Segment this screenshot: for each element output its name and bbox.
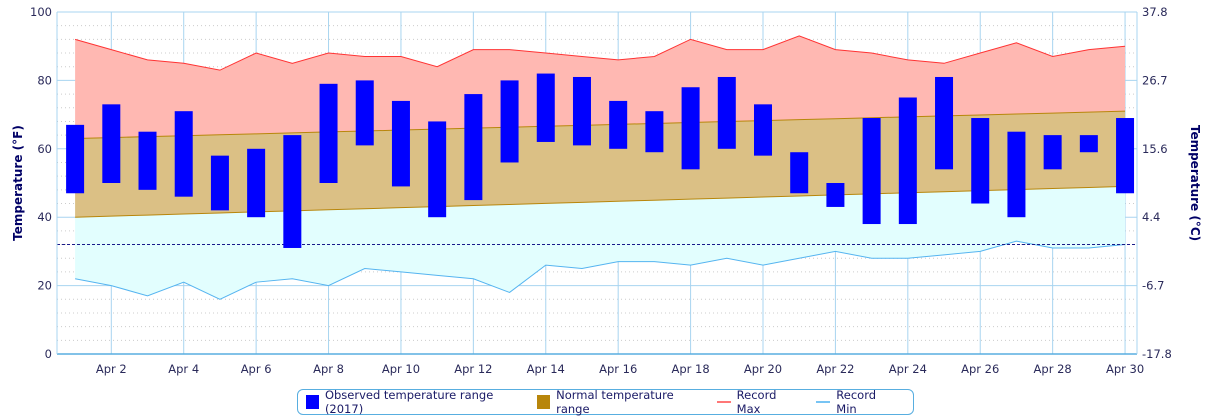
legend-item-record-min[interactable]: Record Min [816, 388, 895, 416]
legend-label: Record Min [836, 388, 877, 416]
observed-bar [898, 97, 917, 225]
legend-item-record-max[interactable]: Record Max [716, 388, 799, 416]
observed-bar [1116, 118, 1135, 194]
observed-bar [1043, 135, 1062, 170]
legend: Observed temperature range (2017) Normal… [297, 388, 914, 416]
legend-item-observed[interactable]: Observed temperature range (2017) [306, 388, 519, 416]
observed-bar [1007, 131, 1026, 218]
observed-bar [355, 80, 374, 146]
record-min-line [75, 240, 1126, 300]
x-tick-label: Apr 20 [744, 362, 782, 376]
x-tick-label: Apr 24 [889, 362, 927, 376]
observed-bar [210, 155, 229, 211]
record-max-area [75, 35, 1126, 139]
observed-bar [391, 100, 410, 187]
observed-bar [464, 94, 483, 201]
observed-bar [645, 111, 664, 153]
legend-item-normal[interactable]: Normal temperature range [537, 388, 699, 416]
observed-bar [428, 121, 447, 218]
y-tick-left: 100 [30, 5, 52, 19]
y-axis-title-right: Temperature (°C) [1188, 125, 1202, 241]
x-tick-label: Apr 8 [313, 362, 344, 376]
observed-bar [754, 104, 773, 156]
observed-bar [536, 73, 555, 142]
y-tick-right: 15.6 [1142, 142, 1168, 156]
legend-label: Record Max [736, 388, 777, 416]
observed-bar [283, 135, 302, 248]
observed-bar [138, 131, 157, 190]
observed-bar [790, 152, 809, 194]
y-tick-right: -17.8 [1142, 347, 1172, 361]
observed-bar [500, 80, 519, 163]
y-tick-left: 20 [37, 279, 52, 293]
observed-bar [717, 76, 736, 149]
observed-bar [319, 83, 338, 183]
legend-label: Observed temperature range (2017) [324, 388, 494, 416]
chart-svg: 0 -17.8 20 -6.7 40 4.4 60 15.6 80 26.7 100 37.8 Apr … [11, 5, 1202, 376]
observed-bar [609, 100, 628, 149]
x-tick-label: Apr 28 [1034, 362, 1072, 376]
observed-bar [1079, 135, 1098, 153]
observed-bar [971, 118, 990, 204]
observed-bar [935, 76, 954, 170]
normal-swatch [537, 395, 551, 409]
y-tick-left: 0 [45, 347, 52, 361]
y-tick-right: 26.7 [1142, 73, 1168, 87]
x-tick-label: Apr 4 [168, 362, 199, 376]
y-axis-title-left: Temperature (°F) [11, 125, 25, 241]
y-tick-right: -6.7 [1142, 279, 1164, 293]
observed-bar [862, 118, 881, 225]
x-tick-label: Apr 6 [241, 362, 272, 376]
axes: 0 -17.8 20 -6.7 40 4.4 60 15.6 80 26.7 100 37.8 Apr … [30, 5, 1172, 376]
x-tick-label: Apr 10 [382, 362, 420, 376]
observed-swatch [306, 395, 319, 409]
x-tick-label: Apr 26 [961, 362, 999, 376]
record-max-line [74, 35, 1126, 71]
observed-bar [826, 183, 845, 207]
record-max-swatch [716, 401, 731, 403]
x-tick-label: Apr 22 [816, 362, 854, 376]
x-tick-label: Apr 14 [527, 362, 565, 376]
x-tick-label: Apr 2 [96, 362, 127, 376]
x-tick-label: Apr 30 [1106, 362, 1144, 376]
observed-bars [66, 73, 1135, 248]
legend-label: Normal temperature range [556, 388, 674, 416]
y-tick-left: 60 [37, 142, 52, 156]
x-tick-label: Apr 12 [454, 362, 492, 376]
observed-bar [66, 124, 85, 194]
observed-bar [572, 76, 591, 146]
y-tick-left: 40 [37, 210, 52, 224]
observed-bar [681, 87, 700, 170]
record-min-swatch [816, 401, 831, 403]
normal-range-area [75, 111, 1126, 218]
x-tick-label: Apr 16 [599, 362, 637, 376]
x-tick-label: Apr 18 [671, 362, 709, 376]
y-tick-left: 80 [37, 73, 52, 87]
y-tick-right: 4.4 [1142, 210, 1160, 224]
y-tick-right: 37.8 [1142, 5, 1168, 19]
areas [57, 35, 1137, 300]
record-min-area [75, 186, 1126, 300]
observed-bar [247, 148, 266, 218]
observed-bar [102, 104, 121, 183]
observed-bar [174, 111, 193, 197]
